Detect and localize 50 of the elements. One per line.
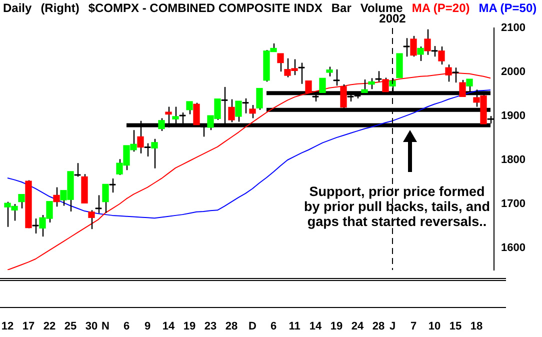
x-tick-label: 28 [372, 320, 385, 333]
x-tick-label: 6 [123, 320, 130, 333]
y-tick-label: 1800 [501, 154, 526, 166]
y-tick-label: 1700 [501, 198, 526, 210]
x-tick-label: 10 [428, 320, 441, 333]
text: MA (P=20) [412, 1, 470, 15]
x-tick-label: J [389, 320, 396, 333]
x-tick-label: 23 [204, 320, 217, 333]
text: (Right) [40, 1, 80, 15]
candlestick [88, 210, 95, 230]
candlestick [319, 78, 326, 94]
x-tick-label: 7 [410, 320, 417, 333]
x-tick-label: 14 [309, 320, 322, 333]
x-tick-label: 15 [449, 320, 462, 333]
x-tick-label: 25 [64, 320, 77, 333]
x-tick-label: 11 [288, 320, 300, 333]
candlestick [186, 100, 193, 115]
candlestick [18, 194, 25, 209]
candlestick [277, 52, 284, 72]
text: Bar [331, 1, 352, 15]
y-tick-label: 1900 [501, 110, 526, 122]
x-tick-label: 30 [85, 320, 98, 333]
candlestick [368, 78, 375, 90]
y-tick-label: 2100 [501, 22, 526, 34]
x-tick-label: 18 [470, 320, 483, 333]
candlestick [53, 186, 60, 208]
candlestick [249, 104, 256, 119]
x-tick-label: 14 [162, 320, 176, 333]
x-tick-label: D [248, 320, 257, 333]
x-tick-label: 19 [183, 320, 196, 333]
annotation: Support, prior price formed by prior pull backs, tails, and gaps that started reversals.. [304, 184, 490, 229]
x-tick-label: 28 [225, 320, 238, 333]
x-tick-label: 6 [270, 320, 277, 333]
x-tick-label: N [102, 320, 110, 333]
x-tick-label: 9 [144, 320, 151, 333]
x-tick-label: 19 [330, 320, 343, 333]
x-tick-label: 22 [43, 320, 56, 333]
x-tick-label: 12 [1, 320, 14, 333]
candlestick [305, 80, 312, 94]
candlestick [417, 46, 424, 62]
y-tick-label: 2000 [501, 66, 526, 78]
x-tick-label: 17 [22, 320, 35, 333]
candlestick [144, 142, 152, 158]
chart-title: $COMPX - COMBINED COMPOSITE INDX [88, 1, 322, 15]
x-tick-label: 24 [351, 320, 364, 333]
y-tick-label: 1600 [501, 242, 526, 254]
text: Daily [3, 1, 32, 15]
candlestick [326, 66, 333, 77]
candlestick [256, 88, 263, 110]
text: MA (P=50) [478, 1, 537, 15]
